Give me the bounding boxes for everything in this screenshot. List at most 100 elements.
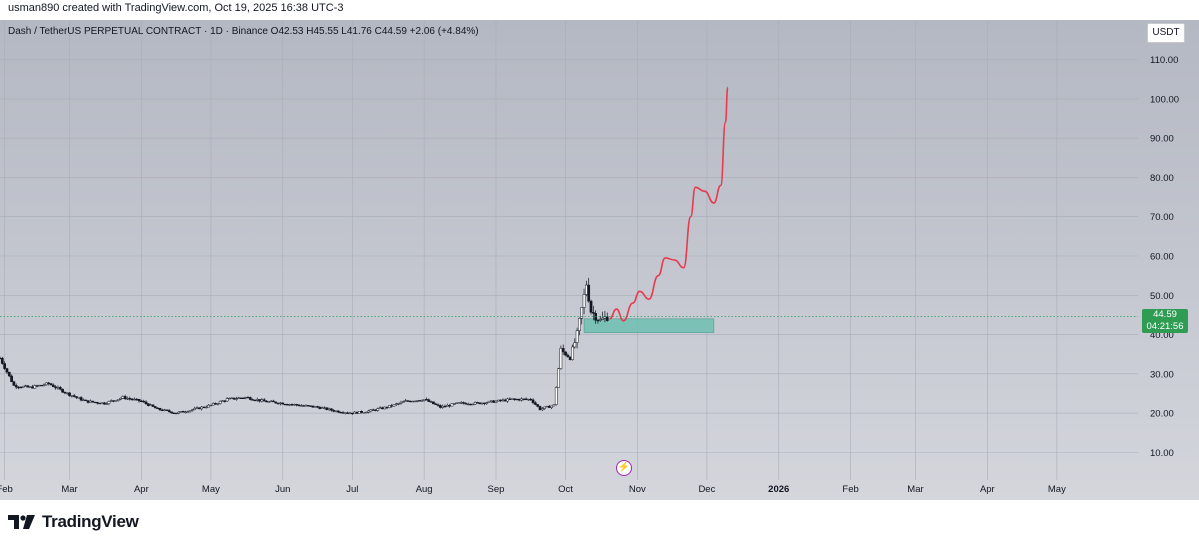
candle-body <box>130 398 134 401</box>
candle-body <box>573 342 577 348</box>
y-tick-label: 110.00 <box>1150 55 1178 66</box>
candle-body <box>394 403 398 405</box>
candles-layer <box>0 277 609 415</box>
candle-body <box>211 403 215 406</box>
support-zone <box>583 318 715 333</box>
candle-body <box>237 397 241 399</box>
candle-body <box>228 398 231 400</box>
candle-body <box>418 400 421 402</box>
candle-body <box>427 399 431 402</box>
candle-body <box>151 404 155 407</box>
candle-body <box>554 387 558 405</box>
candle-body <box>123 396 127 400</box>
candle-body <box>14 385 18 388</box>
candle-body <box>376 408 380 411</box>
candle-body <box>153 406 157 409</box>
candle-body <box>346 412 350 414</box>
price-chart[interactable]: 10.00 20.00 30.00 40.00 50.00 60.00 70.00 80.00… <box>0 20 1199 500</box>
candle-body <box>19 386 23 389</box>
lightning-icon[interactable]: ⚡ <box>616 460 632 476</box>
candle-body <box>45 382 48 386</box>
candle-body <box>3 363 6 369</box>
candle-body <box>0 357 2 360</box>
candle-body <box>457 402 461 404</box>
candle-body <box>235 398 238 400</box>
candle-body <box>58 387 62 390</box>
candle-body <box>116 399 120 401</box>
candle-body <box>109 400 113 402</box>
candle-body <box>510 398 514 400</box>
candle-body <box>545 405 549 408</box>
candle-body <box>385 406 389 409</box>
y-tick-label: 70.00 <box>1150 212 1174 223</box>
candle-body <box>146 403 150 406</box>
candle-body <box>501 399 505 401</box>
candle-body <box>332 410 336 412</box>
candle-body <box>35 385 39 387</box>
candle-body <box>200 406 203 410</box>
candle-body <box>160 409 164 411</box>
candle-body <box>568 356 572 360</box>
candle-body <box>334 410 338 412</box>
candle-body <box>603 316 607 319</box>
currency-button[interactable]: USDT <box>1147 23 1185 43</box>
candle-body <box>378 407 382 409</box>
candle-body <box>452 403 456 405</box>
candle-body <box>515 398 519 401</box>
candle-body <box>557 368 560 388</box>
y-tick-label: 20.00 <box>1150 409 1174 420</box>
candle-body <box>100 402 104 404</box>
candle-body <box>251 399 254 401</box>
candle-body <box>274 401 278 404</box>
candle-body <box>473 402 477 405</box>
candle-body <box>42 384 46 386</box>
candle-body <box>126 398 129 400</box>
candle-body <box>388 405 391 408</box>
candle-body <box>492 400 496 403</box>
candle-body <box>47 382 51 384</box>
candle-body <box>5 368 9 373</box>
y-tick-label: 50.00 <box>1150 291 1174 302</box>
candle-body <box>483 402 486 405</box>
candle-body <box>293 404 296 406</box>
chart-panel[interactable]: 10.00 20.00 30.00 40.00 50.00 60.00 70.00 80.00… <box>0 20 1199 500</box>
x-tick-label: Nov <box>629 484 646 495</box>
candle-body <box>112 400 115 402</box>
candle-body <box>399 401 403 404</box>
candle-body <box>144 401 148 404</box>
candle-body <box>564 351 567 356</box>
candle-body <box>181 411 185 413</box>
y-tick-label: 30.00 <box>1150 369 1174 380</box>
candle-body <box>466 403 470 406</box>
candle-body <box>392 404 396 407</box>
candle-body <box>242 397 245 400</box>
candle-body <box>369 409 373 412</box>
candle-body <box>341 412 345 414</box>
candle-body <box>262 399 266 402</box>
y-tick-label: 60.00 <box>1150 252 1174 263</box>
candle-body <box>239 397 243 399</box>
candle-body <box>193 408 197 410</box>
candle-body <box>506 398 509 402</box>
candle-body <box>0 357 4 364</box>
candle-body <box>323 407 326 409</box>
candle-body <box>598 319 602 321</box>
x-tick-label: Mar <box>907 484 923 495</box>
x-tick-label: Mar <box>61 484 77 495</box>
candle-body <box>304 405 308 407</box>
x-tick-label: May <box>202 484 220 495</box>
candle-body <box>605 316 609 321</box>
last-price-badge: 44.59 04:21:56 <box>1142 308 1188 333</box>
candle-body <box>480 402 484 405</box>
candle-body <box>21 386 25 388</box>
candle-body <box>348 412 352 415</box>
candle-body <box>38 384 41 387</box>
candle-body <box>339 411 343 414</box>
candle-body <box>350 412 354 415</box>
candle-body <box>102 402 106 405</box>
candle-body <box>214 403 217 405</box>
x-tick-label: Oct <box>558 484 573 495</box>
candle-body <box>172 412 176 414</box>
candle-body <box>422 399 426 401</box>
projection-path <box>609 86 729 322</box>
